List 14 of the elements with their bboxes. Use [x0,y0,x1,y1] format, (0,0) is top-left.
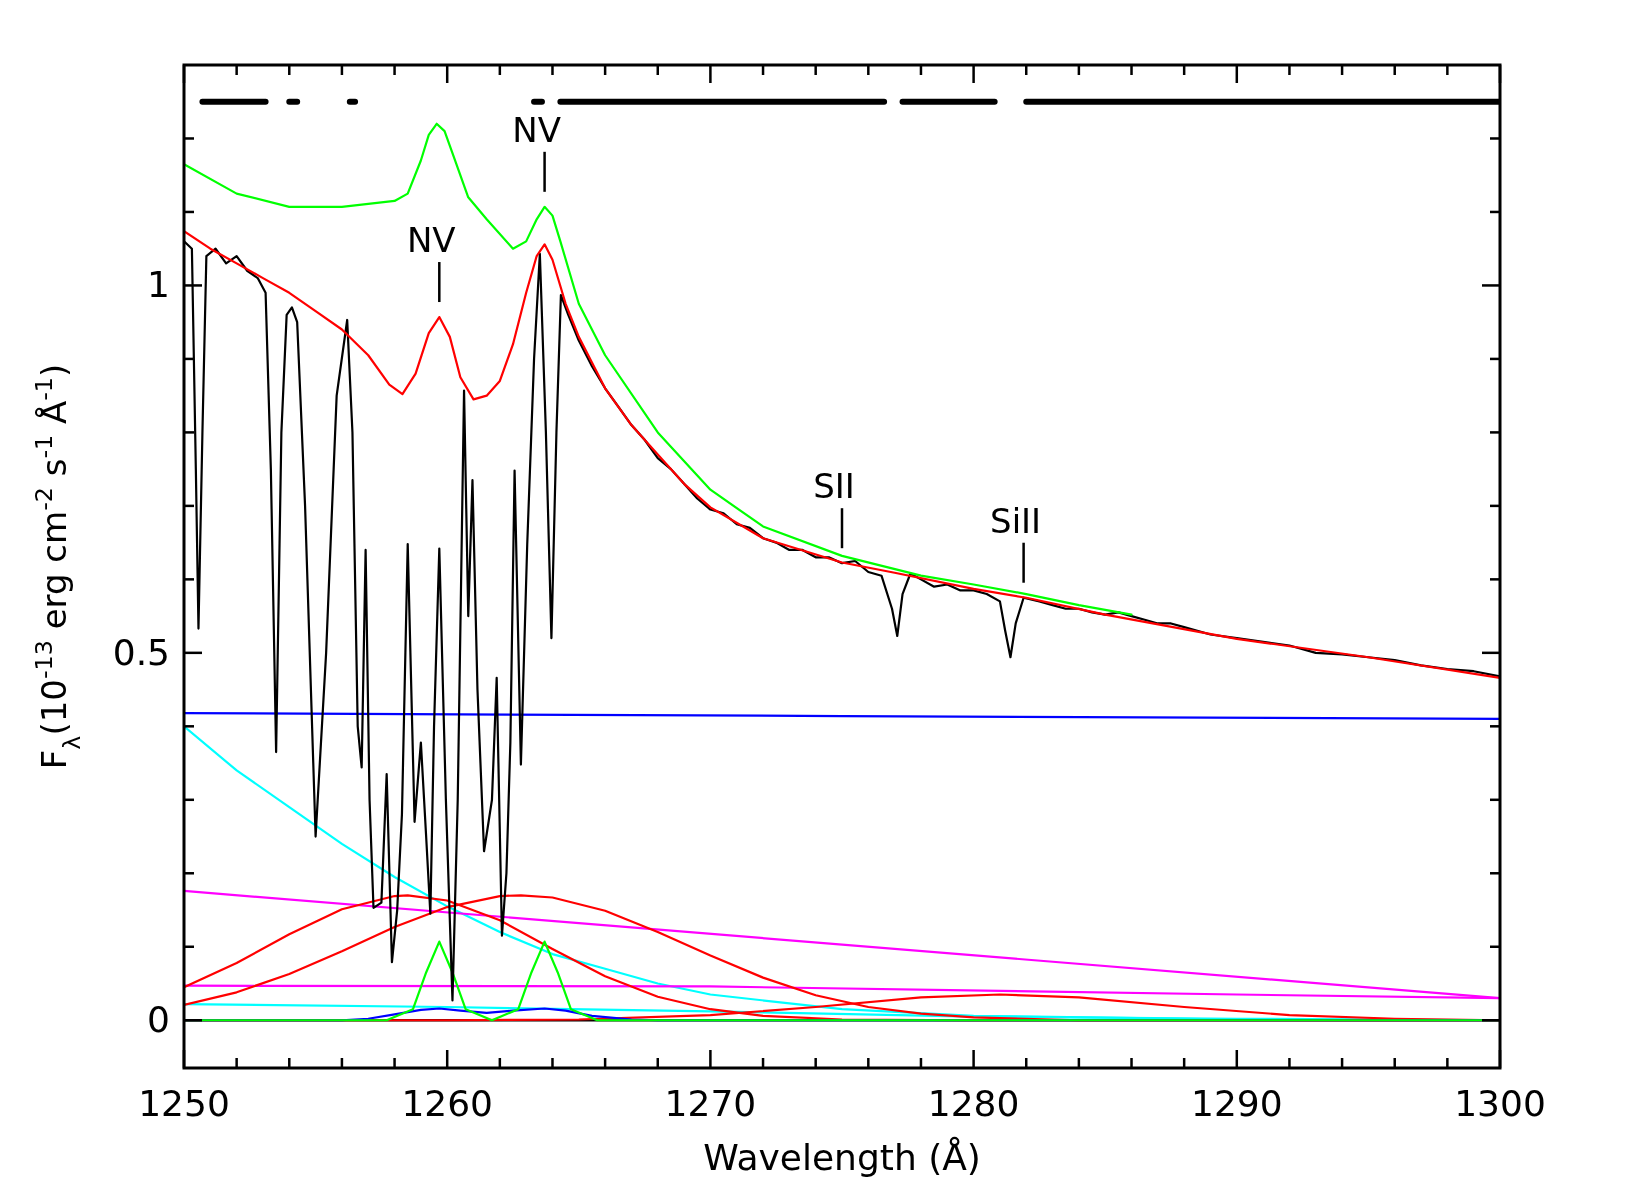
x-tick-label: 1300 [1454,1083,1546,1124]
x-tick-label: 1250 [138,1083,230,1124]
annotation: SII [813,466,855,507]
x-tick-label: 1280 [927,1083,1020,1124]
y-tick-label: 0 [147,999,170,1041]
annotation: SiII [990,500,1042,541]
x-tick-label: 1260 [401,1083,494,1124]
annotation: NV [406,220,456,261]
x-tick-label: 1290 [1190,1083,1283,1124]
y-tick-label: 1 [147,264,170,306]
y-tick-label: 0.5 [112,631,170,673]
x-tick-label: 1270 [664,1083,757,1124]
annotation: NV [512,109,561,150]
x-axis-title: Wavelength (Å) [703,1136,981,1178]
